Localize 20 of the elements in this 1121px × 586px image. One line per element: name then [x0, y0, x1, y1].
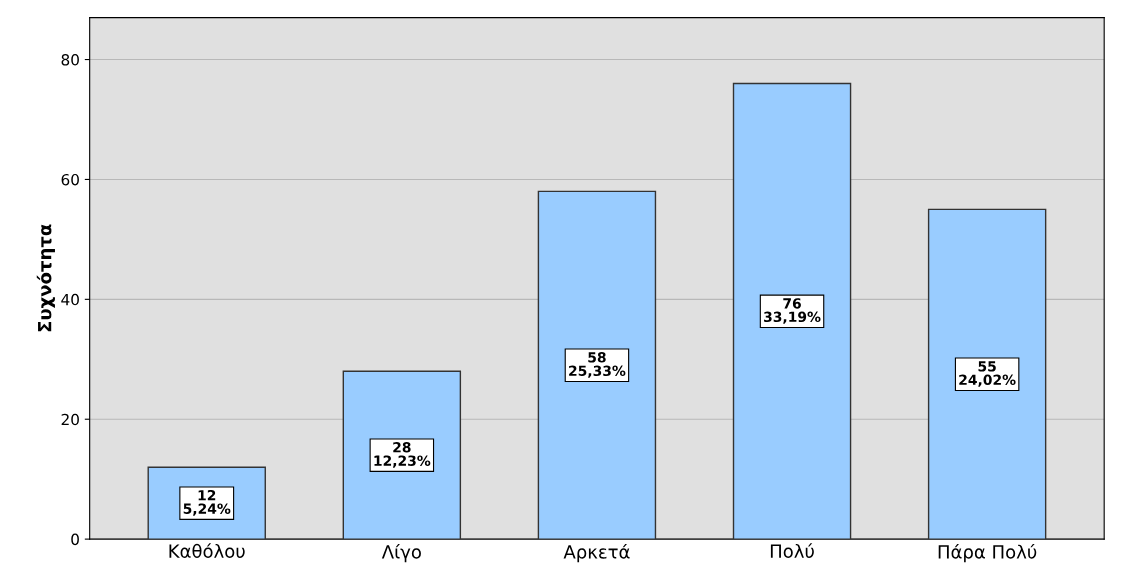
data-label: 12 5,24%: [183, 489, 231, 516]
data-label: 76 33,19%: [764, 298, 821, 324]
y-tick-label: 60: [61, 173, 79, 186]
x-tick-label: Πολύ: [770, 543, 814, 558]
data-label: 55 24,02%: [959, 361, 1016, 387]
x-tick-label: Αρκετά: [563, 543, 630, 563]
y-axis-title: Συχνότητα: [36, 224, 55, 332]
x-tick-label: Πάρα Πολύ: [938, 543, 1037, 563]
y-tick-label: 40: [61, 293, 79, 306]
x-tick-label: Καθόλου: [169, 543, 245, 558]
bar: [732, 82, 852, 540]
x-tick-label: Λίγο: [381, 543, 421, 563]
bar: [927, 208, 1047, 540]
y-tick-label: 20: [61, 413, 79, 426]
data-label: 28 12,23%: [374, 442, 431, 468]
bar: [537, 190, 657, 540]
data-label: 58 25,33%: [569, 352, 626, 378]
y-tick-label: 0: [71, 533, 79, 546]
bar: [342, 370, 462, 540]
y-tick-label: 80: [61, 54, 79, 66]
